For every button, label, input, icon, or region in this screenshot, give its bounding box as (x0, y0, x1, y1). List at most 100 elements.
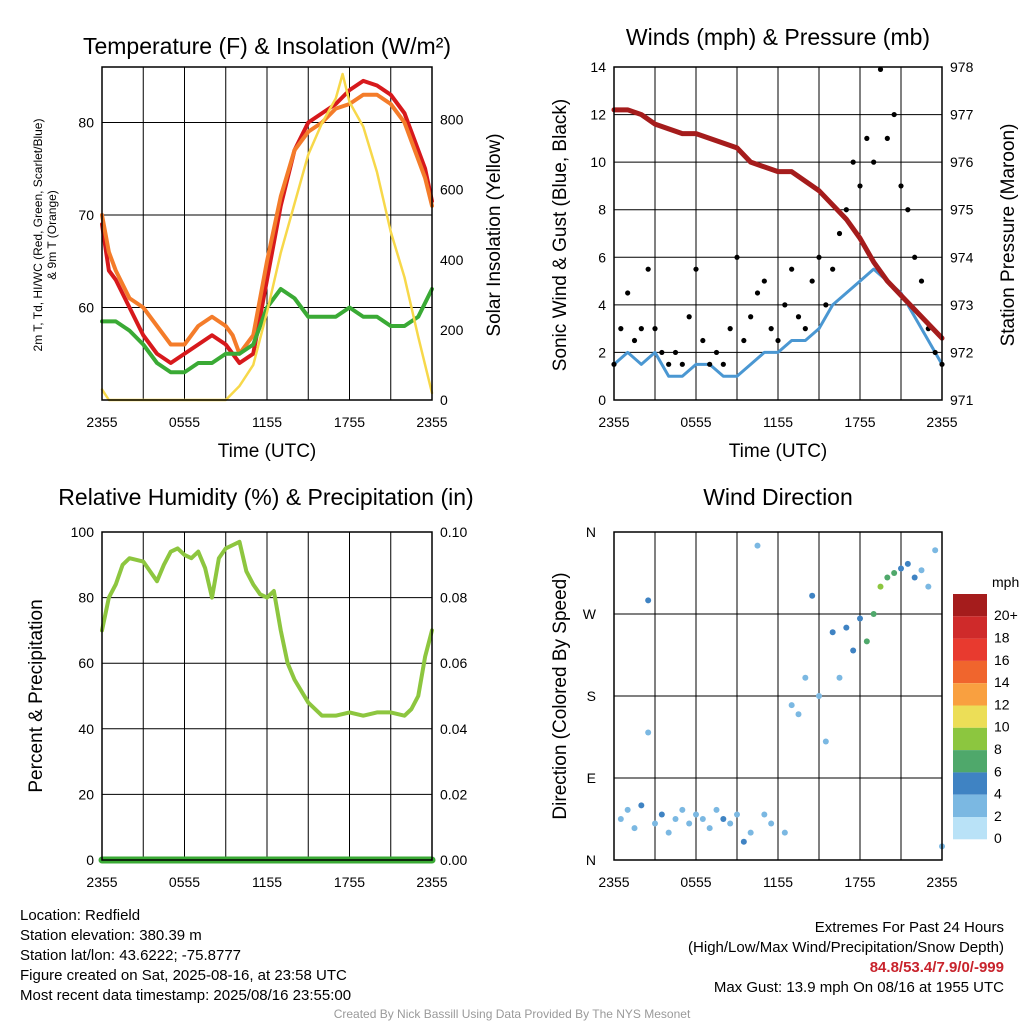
gust-point (638, 326, 644, 332)
legend-label: 10 (994, 719, 1010, 735)
legend-swatch (953, 794, 987, 817)
extremes-heading: Extremes For Past 24 Hours (814, 919, 1004, 936)
direction-point (672, 816, 679, 822)
gust-point (768, 326, 774, 332)
y2-tick-label: 200 (440, 322, 464, 338)
y2-tick-label: 0.02 (440, 786, 467, 802)
direction-point (679, 806, 686, 813)
gust-point (631, 337, 638, 344)
y2-tick-label: 976 (950, 154, 974, 170)
y2-tick-label: 975 (950, 202, 974, 218)
legend-swatch (953, 594, 987, 617)
y-tick-label: 100 (71, 524, 95, 540)
y-tick-label: 6 (598, 249, 606, 265)
y-tick-label: 70 (78, 207, 94, 223)
direction-point (693, 811, 699, 818)
x-tick-label: 0555 (680, 874, 711, 890)
gust-point (734, 254, 740, 260)
gust-point (666, 361, 672, 367)
y2-tick-label: 0 (440, 392, 448, 408)
gust-point (843, 207, 849, 213)
x-tick-label: 1155 (252, 874, 282, 890)
direction-point (652, 820, 658, 827)
direction-point (795, 711, 802, 718)
direction-point (720, 816, 727, 822)
legend-label: 0 (994, 830, 1002, 846)
direction-point (816, 693, 822, 699)
direction-point (836, 674, 843, 681)
legend-label: 16 (994, 652, 1010, 668)
y2-tick-label: 974 (950, 249, 974, 265)
direction-point (857, 615, 863, 622)
legend-swatch (953, 616, 987, 639)
gust-point (686, 314, 692, 320)
gust-point (836, 230, 843, 237)
gust-point (700, 337, 706, 344)
direction-point (891, 570, 898, 576)
gust-point (912, 254, 918, 260)
direction-point (850, 647, 857, 654)
direction-point (822, 738, 829, 745)
direction-point (686, 820, 693, 827)
x-tick-label: 2355 (416, 874, 447, 890)
legend-swatch (953, 817, 987, 840)
gust-point (918, 278, 925, 284)
station-location: Location: Redfield (20, 907, 141, 924)
legend-swatch (953, 683, 987, 706)
direction-point (911, 574, 918, 581)
legend-swatch (953, 638, 987, 661)
x-tick-label: 1755 (844, 874, 875, 890)
temperature-panel-title: Temperature (F) & Insolation (W/m²) (83, 33, 451, 59)
y-tick-label: 20 (78, 786, 94, 802)
legend-label: 18 (994, 629, 1010, 645)
direction-point (645, 597, 652, 604)
direction-point (624, 806, 631, 813)
gust-point (679, 361, 685, 367)
direction-point (631, 825, 638, 832)
legend-swatch (953, 772, 987, 795)
gust-point (891, 111, 897, 118)
temperature-y2-label: Solar Insolation (Yellow) (484, 133, 505, 336)
gust-point (625, 290, 631, 296)
y2-tick-label: 971 (950, 392, 974, 408)
extremes-values: 84.8/53.4/7.9/0/-999 (869, 959, 1004, 976)
max-gust: Max Gust: 13.9 mph On 08/16 at 1955 UTC (713, 979, 1004, 996)
direction-point (870, 611, 877, 617)
gust-point (707, 361, 713, 367)
y2-tick-label: 978 (950, 59, 974, 75)
legend-label: 20+ (994, 607, 1018, 623)
direction-point (918, 567, 925, 574)
pressure-line (611, 107, 945, 341)
x-tick-label: 2355 (86, 874, 117, 890)
direction-point (740, 838, 747, 845)
winds-y-label: Sonic Wind & Gust (Blue, Black) (550, 99, 571, 371)
extremes-subheading: (High/Low/Max Wind/Precipitation/Snow De… (688, 939, 1004, 956)
plot-border (101, 531, 433, 861)
humidity-panel-title: Relative Humidity (%) & Precipitation (i… (58, 484, 473, 510)
gust-point (850, 159, 856, 165)
y-tick-label: 80 (78, 115, 94, 131)
legend-swatch (953, 750, 987, 773)
legend-label: 14 (994, 674, 1010, 690)
gust-point (802, 326, 808, 332)
y-tick-label: 0 (86, 852, 94, 868)
legend-swatch (953, 727, 987, 751)
gust-point (871, 159, 877, 165)
x-tick-label: 2355 (926, 874, 957, 890)
x-tick-label: 1155 (252, 414, 282, 430)
legend-label: 4 (994, 786, 1002, 802)
direction-point (768, 820, 775, 827)
gust-point (652, 326, 658, 332)
x-tick-label: 2355 (598, 414, 629, 430)
gust-point (618, 326, 624, 332)
y-tick-label: 14 (590, 59, 606, 75)
direction-point (727, 820, 734, 827)
y-tick-label: 60 (78, 655, 94, 671)
x-tick-label: 1755 (844, 414, 875, 430)
y-tick-label: S (587, 688, 596, 704)
y-tick-label: 12 (590, 107, 606, 123)
temperature-series-line (100, 92, 434, 356)
gust-point (754, 290, 761, 296)
temperature-x-label: Time (UTC) (218, 441, 317, 462)
recent-timestamp: Most recent data timestamp: 2025/08/16 2… (20, 987, 352, 1004)
